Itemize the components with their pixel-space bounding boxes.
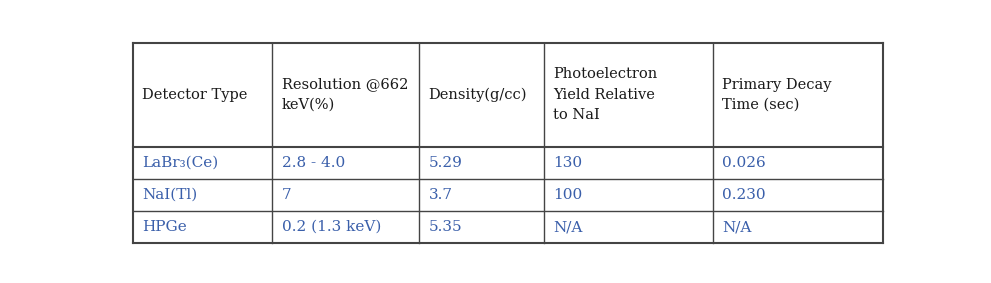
Text: Resolution @662
keV(%): Resolution @662 keV(%)	[281, 78, 408, 112]
Text: Photoelectron
Yield Relative
to NaI: Photoelectron Yield Relative to NaI	[553, 67, 657, 123]
Text: N/A: N/A	[722, 220, 752, 234]
Text: HPGe: HPGe	[143, 220, 187, 234]
Text: NaI(Tl): NaI(Tl)	[143, 188, 197, 202]
Text: 130: 130	[553, 156, 582, 170]
Text: 0.230: 0.230	[722, 188, 766, 202]
Text: 0.2 (1.3 keV): 0.2 (1.3 keV)	[281, 220, 382, 234]
Text: 5.35: 5.35	[428, 220, 462, 234]
Text: Primary Decay
Time (sec): Primary Decay Time (sec)	[722, 78, 831, 112]
Text: 3.7: 3.7	[428, 188, 453, 202]
Text: LaBr₃(Ce): LaBr₃(Ce)	[143, 156, 219, 170]
Text: N/A: N/A	[553, 220, 583, 234]
Text: 7: 7	[281, 188, 291, 202]
Text: 0.026: 0.026	[722, 156, 766, 170]
Text: 100: 100	[553, 188, 582, 202]
Text: Detector Type: Detector Type	[143, 88, 248, 102]
Text: 2.8 - 4.0: 2.8 - 4.0	[281, 156, 345, 170]
Text: Density(g/cc): Density(g/cc)	[428, 88, 527, 102]
Text: 5.29: 5.29	[428, 156, 463, 170]
